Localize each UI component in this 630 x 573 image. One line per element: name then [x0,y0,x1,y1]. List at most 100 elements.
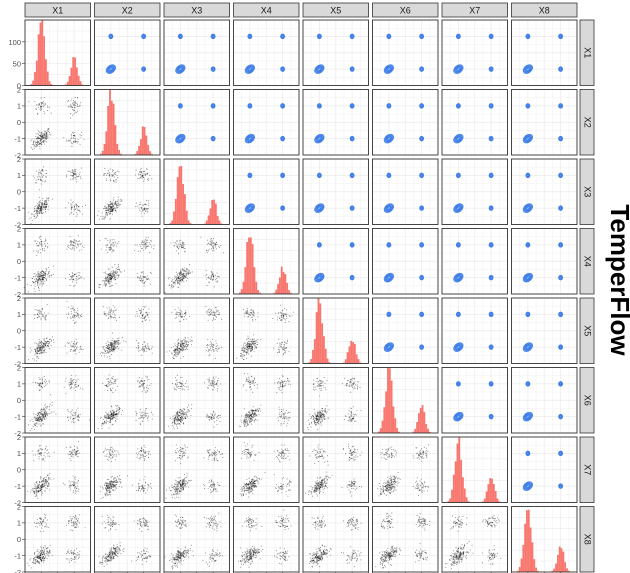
scatter-point [109,173,111,175]
hist-bar [150,153,153,155]
scatter-point [171,280,173,283]
scatter-point [41,285,43,287]
panel-border [372,89,439,156]
scatter-point [141,412,143,414]
hist-bar [218,220,221,225]
scatter-point [110,271,112,273]
scatter-point [215,248,217,250]
contour-fill [523,134,532,143]
scatter-point [75,280,77,282]
scatter-point [205,305,207,307]
scatter-point [114,264,116,266]
scatter-point [107,251,109,253]
col-strip-label-X8: X8 [539,6,550,16]
scatter-point [286,314,288,316]
scatter-point [114,413,116,415]
scatter-point [111,213,114,215]
hist-bar [79,81,82,86]
scatter-point [280,343,282,345]
scatter-point [39,204,41,206]
scatter-point [32,358,34,360]
contour-ring [419,66,425,72]
scatter-point [40,107,42,109]
scatter-point [141,206,143,208]
scatter-point [111,310,113,312]
scatter-point [44,134,46,136]
scatter-point [41,141,43,143]
scatter-point [44,201,46,203]
scatter-point [241,357,243,359]
scatter-point [36,210,38,212]
scatter-point [285,309,287,311]
contour-ring [350,34,354,39]
scatter-point [107,206,109,208]
scatter-point [38,140,40,143]
scatter-point [109,176,111,178]
scatter-point [191,336,193,338]
scatter-point [46,204,48,206]
scatter-point [69,411,71,413]
scatter-point [36,211,38,213]
scatter-point [116,204,118,206]
scatter-point [37,415,39,417]
scatter-point [142,277,144,279]
scatter-point [178,245,180,247]
scatter-point [42,410,44,412]
scatter-point [115,245,117,247]
scatter-point [44,138,46,140]
scatter-point [210,310,212,312]
scatter-point [139,408,141,410]
scatter-point [254,319,256,321]
scatter-point [112,423,114,425]
scatter-point [37,178,39,181]
scatter-point [39,415,41,417]
scatter-point [36,137,38,139]
scatter-point [105,417,108,419]
scatter-point [44,102,46,104]
scatter-point [73,209,75,211]
scatter-point [208,314,210,316]
scatter-point [213,312,216,314]
scatter-point [103,284,105,286]
scatter-point [280,316,283,318]
scatter-point [111,266,113,268]
scatter-point [102,218,104,220]
scatter-point [177,342,179,345]
scatter-point [38,103,40,105]
scatter-point [286,340,289,342]
hist-bar [37,34,40,86]
scatter-point [38,205,40,207]
scatter-point [40,342,42,344]
scatter-point [41,213,43,215]
scatter-point [44,411,46,413]
scatter-point [174,354,176,356]
scatter-point [103,207,105,209]
scatter-point [252,312,254,314]
scatter-point [71,386,73,388]
scatter-point [145,305,147,307]
scatter-point [53,342,55,344]
scatter-point [81,313,83,315]
scatter-point [45,271,47,273]
scatter-point [36,213,38,215]
contour-ring [419,67,424,72]
scatter-point [41,419,43,421]
scatter-point [71,169,73,172]
scatter-point [114,382,117,384]
scatter-point [72,309,75,311]
scatter-point [283,349,286,351]
scatter-point [144,316,146,319]
scatter-point [72,171,74,173]
scatter-point [31,143,33,145]
hist-bar [185,210,188,225]
hist-bar [107,105,110,155]
scatter-point [80,348,83,350]
scatter-point [45,246,47,248]
contour-ring [248,103,252,108]
scatter-point [43,137,45,139]
scatter-point [139,380,141,382]
scatter-point [43,141,45,143]
scatter-point [120,414,122,416]
scatter-point [115,211,117,213]
scatter-point [32,141,34,143]
